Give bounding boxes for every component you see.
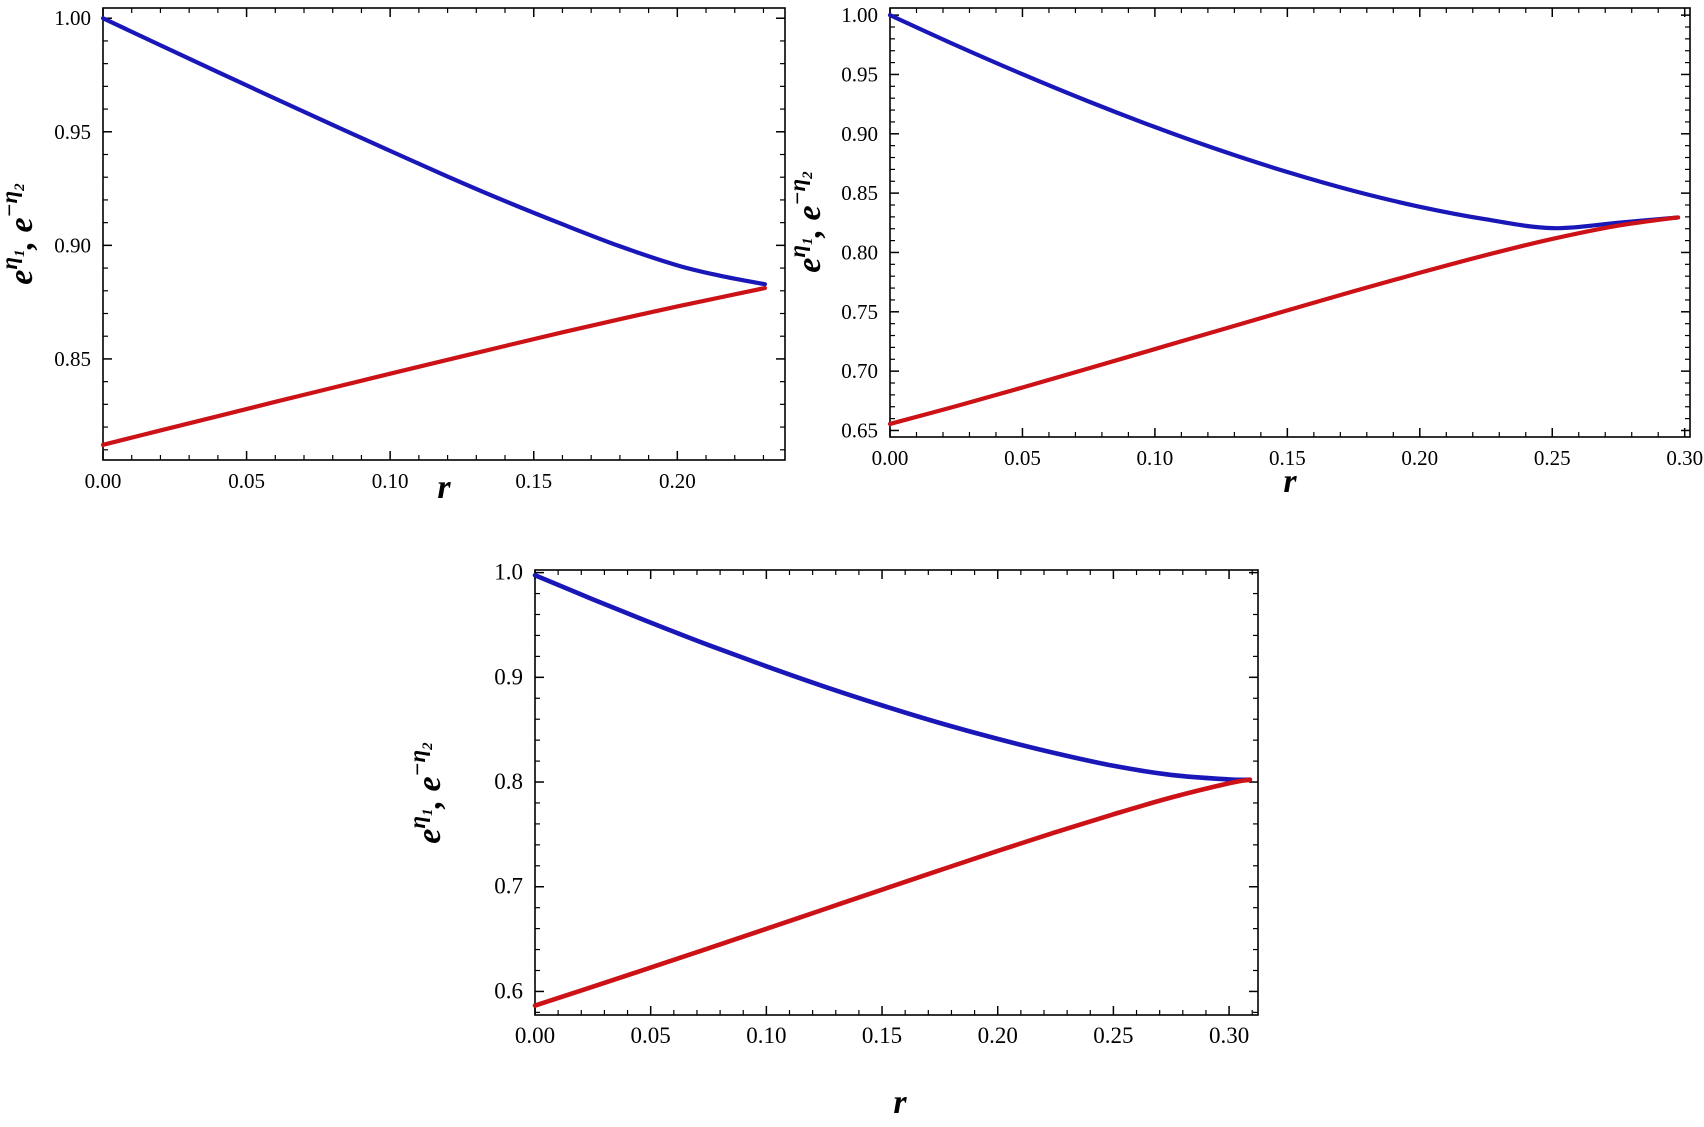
x-tick-label: 0.25 <box>1093 1023 1133 1048</box>
plot-frame <box>889 7 1691 438</box>
chart-panel-2: 0.00 0.05 0.10 0.15 0.20 0.25 0.30 0.65 0.70 0.75… <box>785 0 1704 500</box>
chart-panel-3: 0.00 0.05 0.10 0.15 0.20 0.25 0.30 0.6 0.7 0.8 0.9… <box>390 505 1290 1127</box>
y-tick-label: 0.80 <box>841 240 878 264</box>
y-tick-label: 0.9 <box>494 664 523 689</box>
x-tick-label: 0.20 <box>1401 446 1438 470</box>
x-tick-label: 0.10 <box>372 469 409 493</box>
x-tick-label: 0.00 <box>872 446 909 470</box>
plot-frame <box>534 569 1259 1016</box>
y-tick-label: 0.75 <box>841 300 878 324</box>
x-tick-label: 0.25 <box>1534 446 1571 470</box>
y-tick-label: 1.00 <box>841 3 878 27</box>
y-tick-label: 0.8 <box>494 769 523 794</box>
y-axis-title: eη1, e−η2 <box>405 742 448 844</box>
plot-frame <box>102 7 786 461</box>
x-tick-label: 0.10 <box>1137 446 1174 470</box>
y-tick-label: 0.70 <box>841 359 878 383</box>
x-tick-label: 0.10 <box>746 1023 786 1048</box>
x-tick-label: 0.20 <box>978 1023 1018 1048</box>
y-axis-title-text: eη1, e−η2 <box>405 742 448 844</box>
y-axis-title: eη1, e−η2 <box>785 171 828 273</box>
plot-svg-1: 0.00 0.05 0.10 0.15 0.20 0.85 0.90 0.95 1.00 eη1,… <box>0 6 786 506</box>
y-axis-title: eη1, e−η2 <box>0 183 40 285</box>
x-tick-label: 0.20 <box>659 469 696 493</box>
y-axis-title-text: eη1, e−η2 <box>785 171 828 273</box>
y-tick-label: 0.85 <box>54 347 91 371</box>
y-tick-label: 1.0 <box>494 560 523 585</box>
plot-svg-3: 0.00 0.05 0.10 0.15 0.20 0.25 0.30 0.6 0.7 0.8 0.9… <box>405 560 1259 1121</box>
series-line-eta2 <box>887 215 1681 427</box>
series-line-eta2 <box>532 777 1253 1008</box>
x-tick-label: 0.15 <box>1269 446 1306 470</box>
y-tick-label: 0.90 <box>841 122 878 146</box>
y-tick-label: 0.7 <box>494 874 523 899</box>
x-axis-title: r <box>1283 463 1297 500</box>
x-tick-label: 0.15 <box>862 1023 902 1048</box>
x-tick-label: 0.05 <box>228 469 265 493</box>
y-tick-label: 0.95 <box>841 62 878 86</box>
x-axis-title: r <box>893 1084 907 1121</box>
y-tick-label: 0.85 <box>841 181 878 205</box>
series-line-eta1 <box>887 13 1681 231</box>
series-line-eta1 <box>100 16 767 287</box>
series-line-eta2 <box>100 285 767 447</box>
plot-svg-2: 0.00 0.05 0.10 0.15 0.20 0.25 0.30 0.65 0.70 0.75… <box>785 3 1703 500</box>
x-tick-label: 0.15 <box>515 469 552 493</box>
y-axis-title-text: eη1, e−η2 <box>0 183 40 285</box>
y-tick-label: 0.6 <box>494 978 523 1003</box>
y-tick-label: 0.95 <box>54 120 91 144</box>
x-tick-label: 0.30 <box>1666 446 1703 470</box>
x-tick-label: 0.00 <box>85 469 122 493</box>
y-tick-label: 0.65 <box>841 418 878 442</box>
x-tick-label: 0.05 <box>1004 446 1041 470</box>
x-tick-label: 0.30 <box>1209 1023 1249 1048</box>
x-axis-title: r <box>437 469 451 506</box>
x-tick-label: 0.00 <box>515 1023 555 1048</box>
y-tick-label: 1.00 <box>54 6 91 30</box>
chart-panel-1: 0.00 0.05 0.10 0.15 0.20 0.85 0.90 0.95 1.00 eη1,… <box>0 0 800 506</box>
y-tick-label: 0.90 <box>54 233 91 257</box>
series-line-eta1 <box>532 572 1253 783</box>
x-tick-label: 0.05 <box>631 1023 671 1048</box>
